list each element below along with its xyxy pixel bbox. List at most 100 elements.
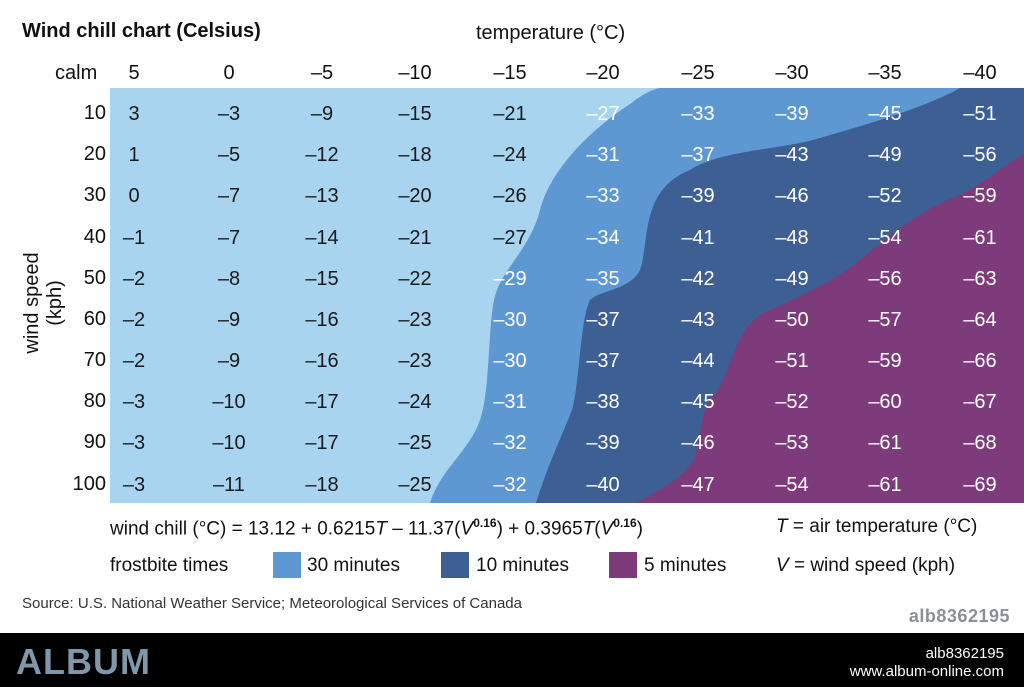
- table-cell-value: –1: [123, 227, 145, 249]
- footer-image-code: alb8362195: [925, 645, 1004, 662]
- formula-part: wind chill (°C) = 13.12 + 0.6215: [110, 518, 376, 540]
- table-cell-value: –17: [305, 391, 338, 413]
- wind-speed-label: 60: [83, 308, 106, 330]
- wind-speed-label: 70: [83, 349, 106, 371]
- temperature-header: –30: [775, 62, 809, 84]
- formula-part: – 11.37(: [386, 518, 461, 540]
- table-cell-value: –16: [305, 309, 338, 331]
- temperature-header: 5: [128, 62, 140, 84]
- table-cell-value: –41: [681, 227, 714, 249]
- table-cell-value: –9: [218, 350, 240, 372]
- table-cell-value: –7: [218, 185, 240, 207]
- table-cell-value: –20: [398, 185, 431, 207]
- temperature-header: –15: [493, 62, 527, 84]
- legend-swatch-30-minutes: [273, 552, 301, 578]
- formula-exponent: 0.16: [613, 516, 637, 530]
- table-cell-value: –39: [681, 185, 714, 207]
- table-cell-value: –49: [775, 268, 808, 290]
- v-definition: V = wind speed (kph): [776, 555, 955, 577]
- formula-part: ) + 0.3965: [496, 518, 583, 540]
- table-cell-value: –43: [681, 309, 714, 331]
- table-cell-value: 1: [128, 144, 139, 166]
- table-cell-value: –48: [775, 227, 808, 249]
- table-cell-value: –64: [963, 309, 996, 331]
- table-cell-value: –32: [493, 432, 526, 454]
- wind-chill-chart: 3 –3 –9 –15 –21 –27 –33 –39 –45 –51 1 –5 –12 –18 –24 –3…: [110, 88, 1024, 503]
- table-cell-value: –52: [868, 185, 901, 207]
- table-cell-value: –2: [123, 350, 145, 372]
- table-cell-value: –8: [218, 268, 240, 290]
- source-note: Source: U.S. National Weather Service; M…: [22, 595, 522, 612]
- footer-bar: [0, 633, 1024, 687]
- table-cell-value: –26: [493, 185, 526, 207]
- temperature-header: –10: [398, 62, 432, 84]
- legend-label-10-minutes: 10 minutes: [476, 555, 569, 576]
- table-cell-value: –51: [963, 103, 996, 125]
- table-cell-value: –3: [218, 103, 240, 125]
- wind-speed-label: 40: [83, 226, 106, 248]
- t-symbol: T: [776, 516, 788, 537]
- formula-v-symbol: V: [600, 518, 614, 540]
- table-cell-value: –21: [493, 103, 526, 125]
- table-cell-value: –3: [123, 474, 145, 496]
- table-cell-value: –61: [868, 474, 901, 496]
- table-cell-value: –53: [775, 432, 808, 454]
- table-cell-value: –43: [775, 144, 808, 166]
- table-cell-value: –3: [123, 432, 145, 454]
- table-cell-value: –2: [123, 268, 145, 290]
- table-cell-value: –25: [398, 474, 431, 496]
- table-cell-value: –56: [963, 144, 996, 166]
- footer-url: www.album-online.com: [849, 663, 1004, 680]
- temperature-header: –25: [681, 62, 715, 84]
- table-cell-value: –42: [681, 268, 714, 290]
- table-cell-value: –46: [775, 185, 808, 207]
- table-cell-value: –47: [681, 474, 714, 496]
- table-cell-value: –10: [212, 432, 245, 454]
- legend-label-30-minutes: 30 minutes: [307, 555, 400, 576]
- temperature-axis-label: temperature (°C): [476, 22, 626, 44]
- calm-label: calm: [55, 62, 98, 84]
- table-cell-value: –37: [586, 309, 619, 331]
- table-cell-value: –37: [586, 350, 619, 372]
- table-cell-value: 0: [128, 185, 139, 207]
- image-code: alb8362195: [908, 606, 1010, 626]
- table-cell-value: –56: [868, 268, 901, 290]
- wind-speed-label: 90: [83, 431, 106, 453]
- table-cell-value: –63: [963, 268, 996, 290]
- formula-exponent: 0.16: [473, 516, 497, 530]
- table-cell-value: –24: [493, 144, 526, 166]
- temperature-header: –20: [586, 62, 620, 84]
- table-cell-value: –9: [311, 103, 333, 125]
- table-cell-value: –15: [398, 103, 431, 125]
- table-cell-value: –54: [868, 227, 901, 249]
- table-cell-value: –18: [398, 144, 431, 166]
- album-logo: ALBUM: [16, 641, 151, 682]
- table-cell-value: –52: [775, 391, 808, 413]
- legend-title: frostbite times: [110, 555, 229, 576]
- table-cell-value: –66: [963, 350, 996, 372]
- legend-label-5-minutes: 5 minutes: [644, 555, 727, 576]
- wind-speed-label: 100: [72, 473, 106, 495]
- table-cell-value: –32: [493, 474, 526, 496]
- table-cell-value: –45: [868, 103, 901, 125]
- table-cell-value: –5: [218, 144, 240, 166]
- table-cell-value: –37: [681, 144, 714, 166]
- temperature-header: 0: [223, 62, 235, 84]
- wind-speed-label: 30: [83, 184, 106, 206]
- table-cell-value: –49: [868, 144, 901, 166]
- table-cell-value: –35: [586, 268, 619, 290]
- wind-speed-label: 80: [83, 390, 106, 412]
- table-cell-value: –44: [681, 350, 714, 372]
- temperature-header: –35: [868, 62, 902, 84]
- table-cell-value: –61: [868, 432, 901, 454]
- table-cell-value: –30: [493, 350, 526, 372]
- table-cell-value: –59: [963, 185, 996, 207]
- table-cell-value: –27: [586, 103, 619, 125]
- table-cell-value: 3: [128, 103, 139, 125]
- table-cell-value: –46: [681, 432, 714, 454]
- table-cell-value: –50: [775, 309, 808, 331]
- table-cell-value: –15: [305, 268, 338, 290]
- formula-t-symbol: T: [582, 518, 595, 540]
- table-cell-value: –13: [305, 185, 338, 207]
- v-definition-text: = wind speed (kph): [788, 555, 956, 576]
